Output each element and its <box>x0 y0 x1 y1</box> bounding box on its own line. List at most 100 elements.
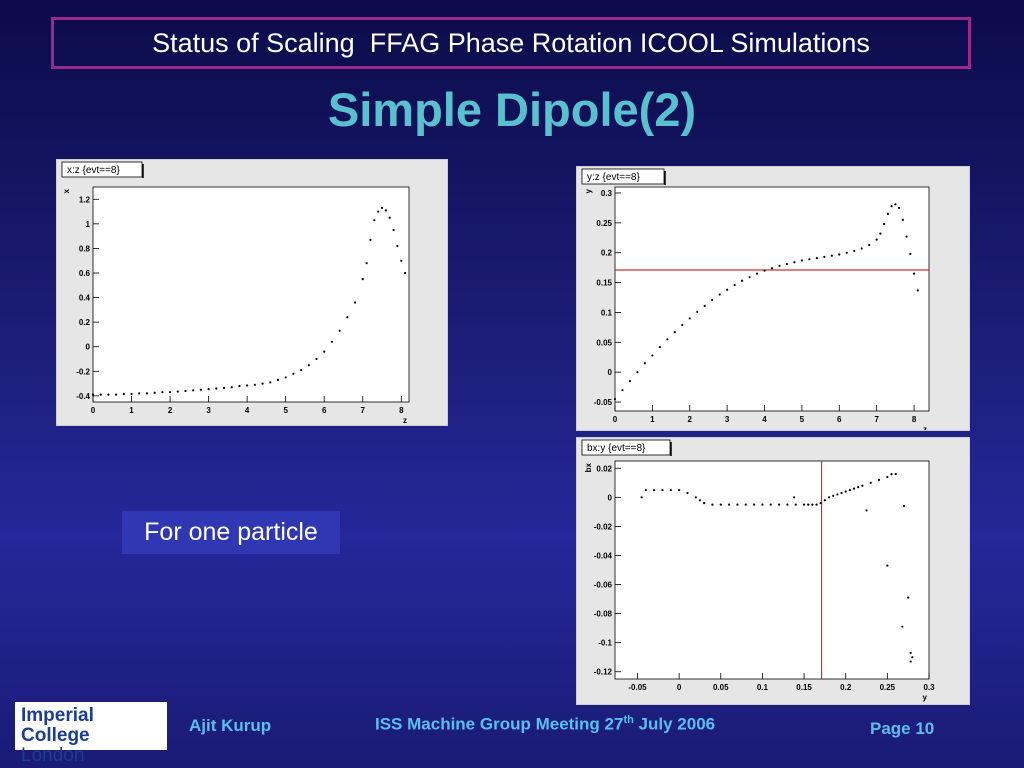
data-point <box>865 509 868 512</box>
data-point <box>740 279 744 282</box>
data-point <box>911 656 914 659</box>
chart-panel-bxy: bx:y {evt==8} -0.05 0 0.05 0.1 0.15 0.2 0.25 0.3… <box>576 437 970 705</box>
footer-meeting: ISS Machine Group Meeting 27th July 2006 <box>375 714 715 735</box>
data-point <box>230 386 233 389</box>
x-tick-label: 4 <box>245 406 250 415</box>
data-point <box>673 331 676 334</box>
y-tick-label: 0 <box>608 368 613 377</box>
chart-title: bx:y {evt==8} <box>587 443 646 454</box>
data-point <box>811 503 814 506</box>
header-title: Status of Scaling FFAG Phase Rotation IC… <box>152 27 870 58</box>
data-point <box>176 390 179 393</box>
x-tick-label: 0 <box>613 415 618 424</box>
plot-frame <box>614 460 930 680</box>
y-tick-label: -0.08 <box>594 610 613 619</box>
y-axis-label: bx <box>584 462 593 472</box>
data-point <box>763 269 766 272</box>
data-point <box>323 350 326 353</box>
data-point <box>894 203 897 206</box>
data-point <box>861 484 864 487</box>
y-tick-label: -0.1 <box>598 639 612 648</box>
data-point <box>338 329 341 332</box>
data-point <box>681 323 684 327</box>
chart-panel-xz: x:z {evt==8} 0 1 2 3 4 5 6 7 8 -0.4 -0.2 0 0.2 0.4 0.6 0… <box>56 159 448 426</box>
y-tick-label: 0.05 <box>596 338 612 347</box>
data-point <box>688 317 691 320</box>
data-point <box>844 490 847 493</box>
x-tick-label: 7 <box>361 406 366 415</box>
y-tick-label: 0.8 <box>79 244 91 253</box>
chart-title: y:z {evt==8} <box>587 172 640 183</box>
title-box <box>61 161 143 178</box>
data-point <box>711 298 714 301</box>
data-point <box>792 496 796 499</box>
x-tick-label: 7 <box>874 415 879 424</box>
data-point <box>199 388 203 391</box>
y-axis-label: x <box>62 188 71 193</box>
x-tick-label: 8 <box>399 406 404 415</box>
data-point <box>698 499 702 502</box>
data-point <box>733 283 736 287</box>
plot-frame <box>614 186 930 412</box>
footer-meeting-sup: th <box>623 714 634 726</box>
data-point <box>778 264 781 267</box>
data-point <box>827 496 831 499</box>
data-point <box>353 301 357 304</box>
x-tick-label: 5 <box>800 415 805 424</box>
x-tick-label: 2 <box>688 415 693 424</box>
data-point <box>848 488 851 492</box>
x-tick-label: 0.15 <box>796 683 812 692</box>
x-tick-label: 0.1 <box>757 683 769 692</box>
data-point <box>636 371 639 374</box>
data-point <box>832 494 835 497</box>
data-point <box>886 475 889 479</box>
data-point <box>755 272 759 275</box>
data-point <box>315 357 318 361</box>
data-point <box>703 304 706 307</box>
x-tick-label: 2 <box>168 406 173 415</box>
x-tick-label: 6 <box>837 415 842 424</box>
data-point <box>769 503 772 506</box>
data-point <box>823 255 826 258</box>
data-point <box>726 288 729 291</box>
y-tick-label: 0 <box>86 343 91 352</box>
data-point <box>909 651 912 654</box>
x-axis-label: z <box>923 425 927 430</box>
data-point <box>853 249 856 253</box>
y-axis-label: y <box>584 188 593 193</box>
data-point <box>666 338 669 341</box>
data-point <box>907 596 910 599</box>
data-point <box>640 496 643 499</box>
data-point <box>380 206 384 209</box>
data-point <box>838 253 841 256</box>
data-point <box>138 392 141 395</box>
data-point <box>894 472 897 476</box>
data-point <box>653 488 656 492</box>
data-point <box>130 392 133 396</box>
data-point <box>299 368 303 372</box>
data-point <box>392 228 395 232</box>
data-point <box>852 487 856 490</box>
data-point <box>145 392 149 395</box>
data-point <box>628 380 632 383</box>
title-box <box>581 439 671 456</box>
data-point <box>703 502 706 505</box>
data-point <box>815 256 818 260</box>
data-point <box>808 258 811 261</box>
data-point <box>696 310 699 313</box>
y-tick-label: -0.04 <box>594 551 613 560</box>
data-point <box>879 232 882 235</box>
data-point <box>886 564 889 567</box>
chart-title: x:z {evt==8} <box>67 165 120 176</box>
data-point <box>161 391 164 394</box>
chart-panel-yz: y:z {evt==8} 0 1 2 3 4 5 6 7 8 -0.05 0 0.05 0.1 0.15 0.… <box>576 166 970 431</box>
data-point <box>292 372 295 375</box>
x-axis-label: y <box>923 693 928 702</box>
y-tick-label: -0.02 <box>594 522 613 531</box>
callout-text: For one particle <box>144 518 318 546</box>
data-point <box>909 252 912 256</box>
data-point <box>276 378 280 381</box>
data-point <box>901 625 904 628</box>
data-point <box>396 244 399 248</box>
data-point <box>207 388 210 391</box>
